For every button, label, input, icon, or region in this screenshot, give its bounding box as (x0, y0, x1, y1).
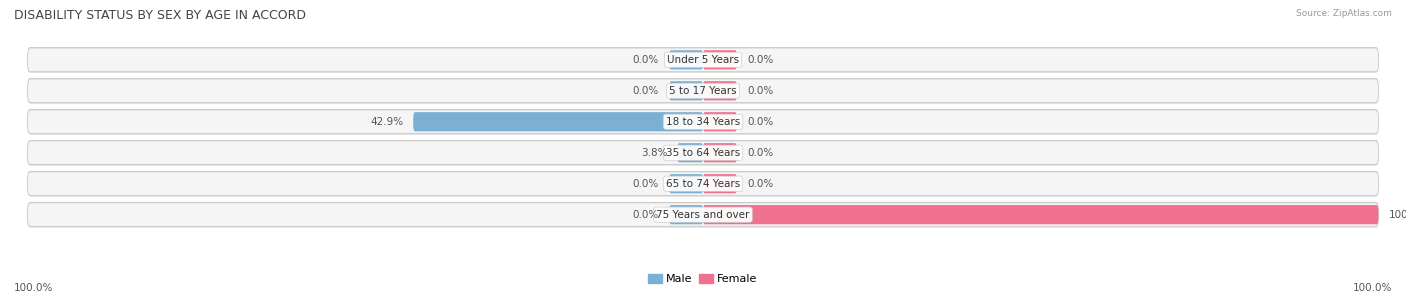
Text: 3.8%: 3.8% (641, 148, 668, 158)
FancyBboxPatch shape (669, 81, 703, 100)
Text: 0.0%: 0.0% (633, 55, 659, 65)
FancyBboxPatch shape (28, 203, 1378, 227)
FancyBboxPatch shape (703, 143, 737, 162)
Text: 0.0%: 0.0% (633, 179, 659, 189)
FancyBboxPatch shape (703, 205, 1378, 224)
Text: Under 5 Years: Under 5 Years (666, 55, 740, 65)
Text: 35 to 64 Years: 35 to 64 Years (666, 148, 740, 158)
FancyBboxPatch shape (669, 50, 703, 70)
Text: 0.0%: 0.0% (747, 117, 773, 127)
FancyBboxPatch shape (28, 111, 1378, 133)
FancyBboxPatch shape (28, 48, 1378, 72)
FancyBboxPatch shape (669, 174, 703, 193)
Text: 0.0%: 0.0% (633, 210, 659, 220)
Text: 65 to 74 Years: 65 to 74 Years (666, 179, 740, 189)
FancyBboxPatch shape (28, 172, 1378, 196)
FancyBboxPatch shape (678, 143, 703, 162)
FancyBboxPatch shape (28, 79, 1378, 103)
FancyBboxPatch shape (28, 141, 1378, 165)
FancyBboxPatch shape (703, 112, 737, 131)
Text: 42.9%: 42.9% (370, 117, 404, 127)
FancyBboxPatch shape (28, 142, 1378, 164)
FancyBboxPatch shape (669, 205, 703, 224)
Text: Source: ZipAtlas.com: Source: ZipAtlas.com (1296, 9, 1392, 18)
Text: 100.0%: 100.0% (14, 283, 53, 293)
Text: 0.0%: 0.0% (747, 179, 773, 189)
Text: 5 to 17 Years: 5 to 17 Years (669, 86, 737, 96)
FancyBboxPatch shape (703, 174, 737, 193)
Text: 100.0%: 100.0% (1389, 210, 1406, 220)
Text: DISABILITY STATUS BY SEX BY AGE IN ACCORD: DISABILITY STATUS BY SEX BY AGE IN ACCOR… (14, 9, 307, 22)
FancyBboxPatch shape (28, 49, 1378, 71)
Text: 75 Years and over: 75 Years and over (657, 210, 749, 220)
FancyBboxPatch shape (28, 110, 1378, 134)
FancyBboxPatch shape (413, 112, 703, 131)
Text: 0.0%: 0.0% (747, 148, 773, 158)
Legend: Male, Female: Male, Female (644, 269, 762, 289)
Text: 0.0%: 0.0% (633, 86, 659, 96)
FancyBboxPatch shape (703, 50, 737, 70)
FancyBboxPatch shape (28, 203, 1378, 226)
Text: 100.0%: 100.0% (1353, 283, 1392, 293)
FancyBboxPatch shape (28, 173, 1378, 195)
Text: 18 to 34 Years: 18 to 34 Years (666, 117, 740, 127)
Text: 0.0%: 0.0% (747, 55, 773, 65)
FancyBboxPatch shape (703, 81, 737, 100)
FancyBboxPatch shape (28, 80, 1378, 102)
Text: 0.0%: 0.0% (747, 86, 773, 96)
